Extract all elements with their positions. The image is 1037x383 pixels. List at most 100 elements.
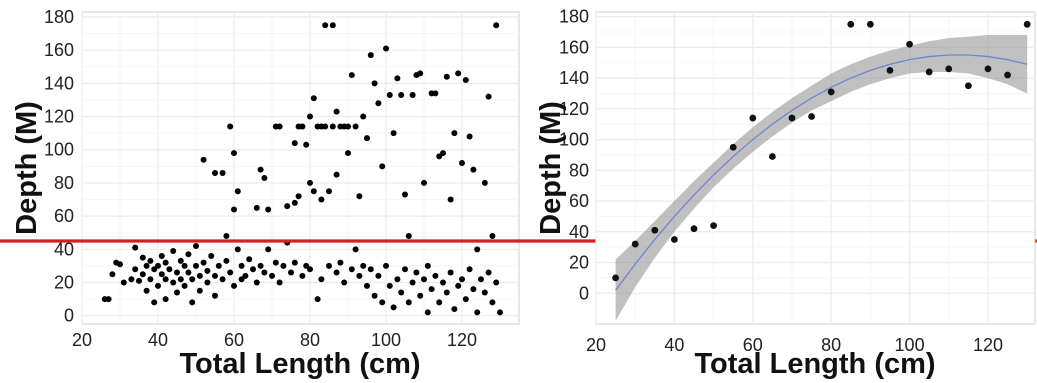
data-point	[162, 276, 169, 283]
data-point	[109, 271, 116, 278]
data-point	[405, 233, 412, 240]
data-point	[489, 299, 496, 306]
data-point	[310, 188, 317, 195]
data-point	[174, 269, 180, 276]
data-point	[356, 193, 363, 200]
data-point	[276, 279, 283, 286]
data-point	[177, 257, 184, 264]
right-scatter-panel: 20 40 60 80 100 120 020406080100120140160180 …	[535, 7, 1036, 380]
data-point	[481, 179, 488, 186]
data-point	[272, 259, 279, 266]
data-point	[155, 262, 161, 269]
data-point	[291, 259, 298, 266]
data-point	[219, 276, 226, 283]
y-tick-label: 140	[44, 73, 74, 93]
right-points	[612, 20, 1031, 282]
data-point	[329, 22, 336, 29]
data-point	[257, 262, 264, 269]
data-point	[651, 226, 659, 234]
data-point	[223, 257, 230, 264]
data-point	[234, 246, 241, 253]
data-point	[139, 254, 146, 261]
data-point	[440, 150, 446, 157]
data-point	[360, 113, 367, 120]
data-point	[352, 246, 359, 253]
data-point	[493, 22, 500, 29]
data-point	[291, 140, 298, 147]
data-point	[231, 150, 237, 157]
data-point	[447, 196, 454, 203]
data-point	[356, 272, 363, 279]
data-point	[424, 309, 431, 316]
data-point	[238, 262, 245, 269]
data-point	[139, 271, 146, 278]
data-point	[459, 160, 465, 167]
data-point	[886, 67, 894, 74]
data-point	[189, 299, 196, 306]
data-point	[231, 206, 237, 213]
data-point	[181, 262, 188, 269]
data-point	[474, 246, 481, 253]
data-point	[132, 266, 139, 273]
y-tick-label: 160	[559, 37, 589, 57]
data-point	[348, 266, 355, 273]
data-point	[466, 266, 473, 273]
y-tick-label: 80	[54, 173, 74, 193]
left-y-axis-label: Depth (M)	[11, 101, 43, 235]
y-tick-label: 180	[44, 7, 74, 27]
data-point	[443, 289, 450, 296]
data-point	[223, 233, 230, 240]
data-point	[470, 166, 477, 173]
data-point	[155, 282, 161, 289]
data-point	[204, 279, 211, 286]
data-point	[128, 276, 135, 283]
data-point	[105, 296, 112, 303]
data-point	[631, 240, 639, 248]
x-tick-label: 20	[72, 330, 92, 350]
data-point	[200, 156, 207, 163]
y-tick-label: 180	[559, 7, 589, 27]
data-point	[485, 93, 492, 100]
data-point	[390, 130, 397, 137]
data-point	[451, 306, 458, 313]
data-point	[227, 269, 234, 276]
data-point	[375, 100, 382, 107]
left-gridlines	[81, 12, 519, 324]
data-point	[307, 113, 313, 120]
x-tick-label: 60	[224, 330, 244, 350]
data-point	[1023, 20, 1031, 28]
data-point	[295, 193, 302, 200]
data-point	[291, 199, 298, 206]
y-tick-label: 120	[44, 107, 74, 127]
y-tick-label: 0	[579, 283, 589, 303]
data-point	[866, 20, 874, 28]
data-point	[808, 113, 815, 120]
left-points	[101, 22, 503, 316]
data-point	[360, 262, 367, 269]
data-point	[497, 309, 503, 316]
data-point	[318, 196, 325, 203]
data-point	[299, 272, 306, 279]
data-point	[379, 299, 386, 306]
data-point	[1004, 71, 1011, 79]
data-point	[394, 75, 401, 82]
data-point	[143, 287, 150, 294]
data-point	[117, 261, 123, 268]
data-point	[394, 276, 401, 283]
data-point	[768, 153, 776, 160]
data-point	[364, 282, 370, 289]
right-y-tick-labels: 0 20 40 60 80 100 120 140 160 180	[559, 7, 589, 304]
data-point	[288, 269, 294, 276]
right-y-axis-label: Depth (M)	[535, 101, 567, 235]
data-point	[303, 141, 310, 148]
data-point	[788, 114, 796, 122]
data-point	[749, 114, 757, 122]
data-point	[307, 179, 313, 186]
data-point	[383, 262, 389, 269]
data-point	[166, 266, 173, 273]
data-point	[136, 277, 142, 284]
x-tick-label: 20	[586, 335, 606, 355]
data-point	[314, 296, 321, 303]
data-point	[375, 272, 382, 279]
data-point	[193, 262, 199, 269]
